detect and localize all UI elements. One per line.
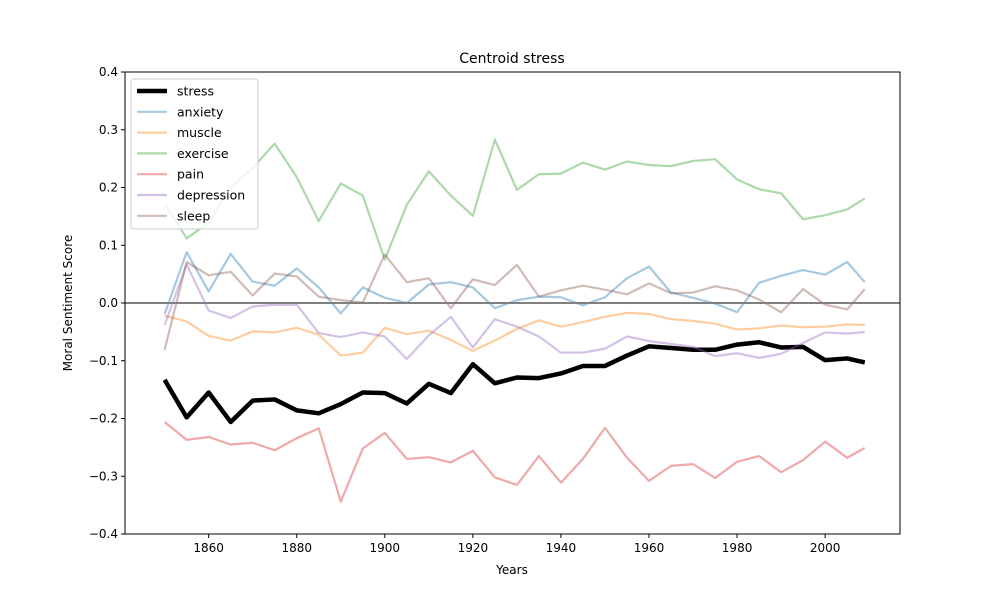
y-axis-ticks: −0.4 −0.3 −0.2 −0.1 0.0 0.1 0.2 0.3 0.4 [89,65,125,541]
y-tick-label: −0.3 [89,469,118,483]
series-line-muscle [164,311,865,357]
y-tick-label: −0.1 [89,354,118,368]
series-line-depression [163,263,865,361]
x-tick-label: 1960 [634,541,665,555]
series-line-stress [162,340,866,425]
x-tick-label: 2000 [810,541,841,555]
x-tick-label: 1920 [458,541,489,555]
y-tick-label: −0.2 [89,412,118,426]
y-tick-label: 0.2 [99,181,118,195]
chart-title: Centroid stress [459,51,564,67]
x-tick-label: 1980 [722,541,753,555]
legend-label-pain: pain [177,167,204,182]
y-tick-label: 0.3 [99,123,118,137]
y-axis-label: Moral Sentiment Score [61,235,75,372]
legend-label-anxiety: anxiety [177,104,224,119]
legend-label-depression: depression [177,188,245,203]
x-axis-label: Years [495,563,528,577]
x-tick-label: 1880 [281,541,312,555]
y-tick-label: 0.1 [99,238,118,252]
series-line-pain [163,421,866,503]
series-line-anxiety [163,251,866,315]
x-axis-ticks: 1860 1880 1900 1920 1940 1960 1980 2000 [193,534,840,555]
legend-label-exercise: exercise [177,146,229,161]
legend-box [130,78,259,230]
legend-label-stress: stress [177,84,214,99]
series-layer [162,138,866,503]
series-line-sleep [163,253,866,351]
series-line-exercise [163,138,866,261]
x-tick-label: 1860 [193,541,224,555]
legend-items: stress anxiety muscle exercise pain depressio… [137,84,245,223]
legend-label-muscle: muscle [177,125,222,140]
x-tick-label: 1940 [546,541,577,555]
y-tick-label: −0.4 [89,527,118,541]
legend: stress anxiety muscle exercise pain depressio… [130,78,259,230]
legend-label-sleep: sleep [177,208,210,223]
x-tick-label: 1900 [370,541,401,555]
y-tick-label: 0.4 [99,65,118,79]
y-tick-label: 0.0 [99,296,118,310]
